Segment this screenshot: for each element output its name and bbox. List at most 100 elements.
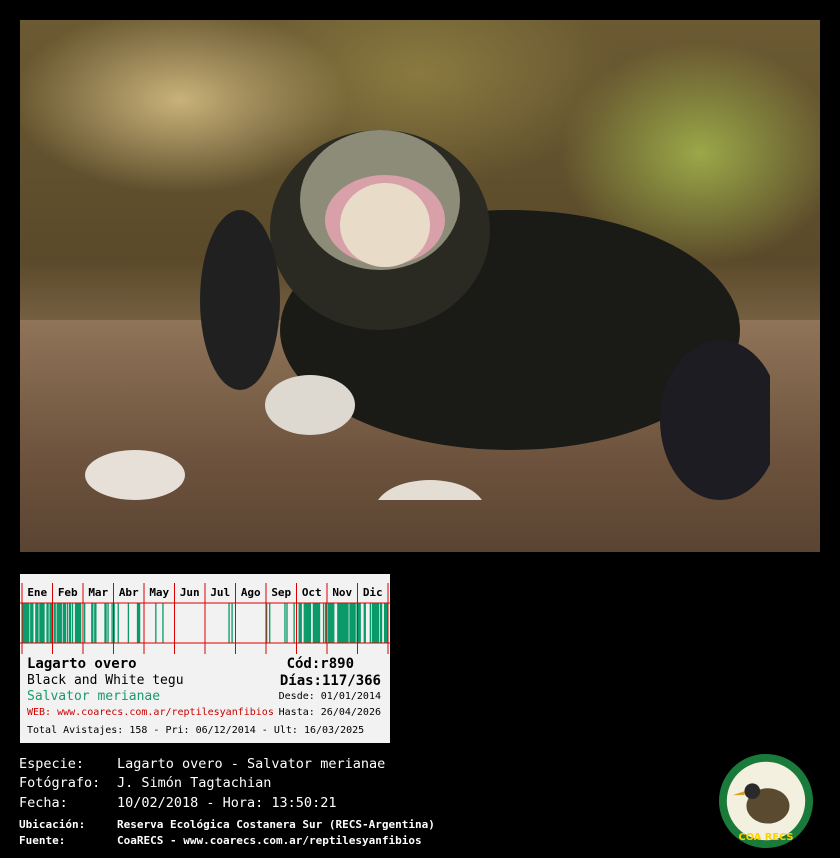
sighting-day-mark — [74, 603, 77, 643]
sighting-day-mark — [383, 603, 386, 643]
sighting-day-mark — [41, 603, 43, 643]
sighting-day-mark — [339, 603, 341, 643]
species-code: Cód:r890 — [286, 656, 354, 672]
sighting-day-mark — [31, 603, 33, 643]
info-label: Fecha: — [19, 795, 68, 811]
info-row: Ubicación: Reserva Ecológica Costanera Su… — [19, 818, 435, 831]
sighting-day-mark — [137, 603, 140, 643]
sighting-day-mark — [30, 603, 32, 643]
sighting-day-mark — [63, 603, 65, 643]
month-label-oct: Oct — [301, 586, 322, 599]
sighting-day-mark — [53, 603, 55, 643]
sighting-day-mark — [316, 603, 319, 643]
web-link[interactable]: WEB: www.coarecs.com.ar/reptilesyanfibio… — [27, 707, 274, 718]
sighting-day-mark — [62, 603, 64, 643]
date-from: Desde: 01/01/2014 — [278, 691, 381, 702]
sighting-day-mark — [385, 603, 388, 643]
sighting-day-mark — [384, 603, 387, 643]
sighting-day-mark — [338, 603, 340, 643]
sighting-day-mark — [364, 603, 366, 643]
sighting-day-mark — [350, 603, 352, 643]
info-label: Ubicación: — [19, 818, 86, 831]
sighting-day-mark — [322, 603, 325, 643]
sighting-day-mark — [375, 603, 378, 643]
sighting-day-mark — [155, 603, 157, 643]
sighting-day-mark — [84, 603, 86, 643]
sighting-day-mark — [333, 603, 335, 643]
month-label-dic: Dic — [362, 586, 383, 599]
sighting-day-mark — [312, 603, 315, 643]
sighting-day-mark — [286, 603, 288, 643]
sighting-day-mark — [47, 603, 49, 643]
sighting-day-mark — [56, 603, 58, 643]
sighting-day-mark — [104, 603, 106, 643]
sighting-day-mark — [22, 603, 24, 643]
info-row: Especie: Lagarto overo - Salvator meriana… — [19, 756, 385, 772]
sighting-day-mark — [300, 603, 302, 643]
sighting-day-mark — [25, 603, 27, 643]
sighting-day-mark — [373, 603, 376, 643]
sighting-day-mark — [328, 603, 330, 643]
sighting-day-mark — [60, 603, 62, 643]
sighting-day-mark — [374, 603, 377, 643]
date-to: Hasta: 26/04/2026 — [278, 707, 381, 718]
sighting-day-mark — [58, 603, 60, 643]
sighting-day-mark — [69, 603, 72, 643]
sighting-day-mark — [369, 603, 372, 643]
sighting-day-mark — [308, 603, 311, 643]
sighting-day-mark — [357, 603, 359, 643]
info-value: CoaRECS - www.coarecs.com.ar/reptilesyan… — [117, 834, 422, 847]
sighting-day-mark — [78, 603, 81, 643]
photo-lagarto-overo — [20, 20, 820, 552]
sighting-day-mark — [75, 603, 78, 643]
sighting-day-mark — [68, 603, 71, 643]
sighting-day-mark — [105, 603, 107, 643]
sighting-day-mark — [269, 603, 271, 643]
sighting-day-mark — [345, 603, 347, 643]
sighting-day-mark — [79, 603, 82, 643]
sighting-day-mark — [351, 603, 353, 643]
sighting-day-mark — [353, 603, 355, 643]
sighting-day-mark — [111, 603, 113, 643]
sighting-day-mark — [32, 603, 34, 643]
sighting-day-mark — [26, 603, 28, 643]
sighting-day-mark — [54, 603, 56, 643]
sighting-day-mark — [371, 603, 374, 643]
sighting-day-mark — [347, 603, 349, 643]
sighting-day-mark — [46, 603, 48, 643]
info-value: Lagarto overo - Salvator merianae — [117, 756, 386, 772]
sighting-day-mark — [303, 603, 305, 643]
sighting-day-mark — [95, 603, 97, 643]
sighting-day-mark — [27, 603, 29, 643]
month-label-ene: Ene — [27, 586, 48, 599]
info-row: Fuente: CoaRECS - www.coarecs.com.ar/rept… — [19, 834, 422, 847]
coarecs-logo: COA RECS — [718, 753, 814, 849]
month-label-nov: Nov — [332, 586, 353, 599]
sighting-day-mark — [64, 603, 67, 643]
sighting-day-mark — [337, 603, 339, 643]
sighting-day-mark — [28, 603, 30, 643]
sighting-day-mark — [358, 603, 360, 643]
sighting-day-mark — [107, 603, 109, 643]
sighting-day-mark — [299, 603, 301, 643]
sighting-day-mark — [50, 603, 52, 643]
sighting-day-mark — [306, 603, 308, 643]
info-label: Especie: — [19, 756, 85, 772]
sighting-day-mark — [305, 603, 307, 643]
sighting-day-mark — [329, 603, 331, 643]
sighting-day-mark — [136, 603, 139, 643]
sighting-day-mark — [330, 603, 332, 643]
sighting-day-mark — [42, 603, 44, 643]
sighting-day-mark — [318, 603, 321, 643]
sighting-day-mark — [379, 603, 382, 643]
sighting-day-mark — [76, 603, 79, 643]
sighting-day-mark — [342, 603, 344, 643]
sighting-day-mark — [343, 603, 345, 643]
sighting-day-mark — [284, 603, 286, 643]
month-label-mar: Mar — [88, 586, 109, 599]
sighting-day-mark — [91, 603, 93, 643]
info-value: J. Simón Tagtachian — [117, 775, 272, 791]
sighting-day-mark — [341, 603, 343, 643]
info-row: Fecha: 10/02/2018 - Hora: 13:50:21 — [19, 795, 336, 811]
monthly-sightings-barcode — [20, 583, 390, 654]
